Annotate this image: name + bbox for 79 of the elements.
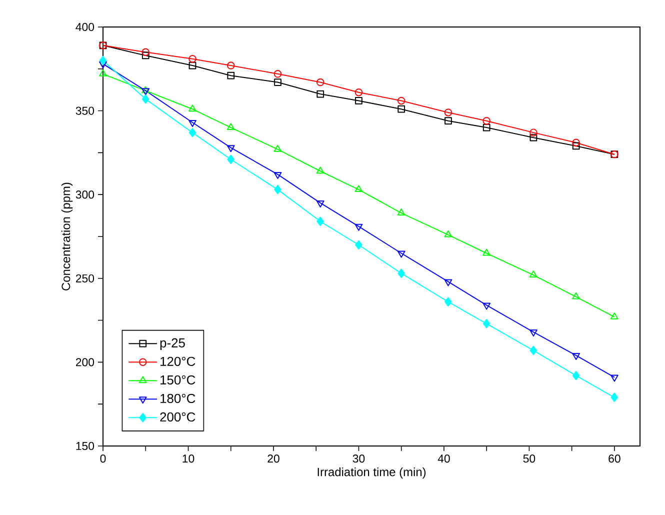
point xyxy=(354,88,363,96)
point xyxy=(572,292,580,300)
point xyxy=(274,184,282,194)
point xyxy=(226,62,235,70)
point xyxy=(354,224,363,231)
point xyxy=(482,124,490,132)
point xyxy=(142,94,150,104)
point xyxy=(444,230,452,238)
point xyxy=(572,352,580,360)
point xyxy=(444,279,452,286)
x-tick-label: 20 xyxy=(268,454,280,463)
point xyxy=(482,248,491,256)
point xyxy=(188,128,196,138)
point xyxy=(226,145,235,152)
point xyxy=(530,330,538,337)
point xyxy=(530,134,538,142)
point xyxy=(274,78,282,86)
point xyxy=(316,200,324,208)
x-axis-title: Irradiation time (min) xyxy=(318,467,426,479)
y-tick-label: 150 xyxy=(76,442,94,450)
point xyxy=(610,312,618,320)
point xyxy=(227,154,234,164)
y-tick-label: 300 xyxy=(76,190,94,199)
point xyxy=(274,144,282,152)
point xyxy=(398,268,405,278)
point xyxy=(572,138,580,147)
x-tick-label: 0 xyxy=(100,454,106,463)
point xyxy=(188,62,196,70)
y-tick-label: 250 xyxy=(76,274,94,282)
point xyxy=(226,123,235,130)
point xyxy=(482,318,490,328)
point xyxy=(397,250,406,258)
legend-label: 200°C xyxy=(160,412,196,422)
x-tick-label: 10 xyxy=(182,454,194,463)
point xyxy=(316,78,324,86)
point xyxy=(316,166,324,174)
point xyxy=(444,297,452,307)
point xyxy=(316,216,324,226)
point xyxy=(530,346,538,356)
x-tick-label: 40 xyxy=(438,454,450,463)
point xyxy=(444,108,452,116)
point xyxy=(398,105,406,113)
point xyxy=(355,240,362,250)
point xyxy=(572,142,580,150)
point xyxy=(99,69,107,76)
point xyxy=(572,370,580,380)
point xyxy=(444,117,452,125)
point xyxy=(142,48,150,56)
point xyxy=(316,90,324,98)
y-axis-title: Concentration (ppm) xyxy=(61,182,73,290)
point xyxy=(610,392,618,402)
point xyxy=(530,128,538,136)
legend-label: 150°C xyxy=(160,375,196,385)
point xyxy=(99,61,107,68)
point xyxy=(274,70,282,78)
point xyxy=(274,172,282,179)
point xyxy=(530,270,538,278)
point xyxy=(354,185,363,192)
point xyxy=(355,97,362,104)
point xyxy=(188,120,196,128)
point xyxy=(482,302,491,310)
point xyxy=(188,54,196,63)
point xyxy=(397,208,406,216)
y-tick-label: 350 xyxy=(76,106,94,115)
point xyxy=(227,72,235,80)
x-tick-label: 30 xyxy=(352,454,365,463)
y-tick-label: 400 xyxy=(76,22,94,32)
point xyxy=(99,56,107,66)
point xyxy=(482,116,490,125)
legend-label: 120°C xyxy=(160,356,196,366)
point xyxy=(397,96,406,105)
x-tick-label: 60 xyxy=(608,454,620,463)
x-tick-label: 50 xyxy=(523,454,536,463)
point xyxy=(142,52,150,60)
legend-label: p-25 xyxy=(160,338,185,350)
y-tick-label: 200 xyxy=(76,358,94,366)
legend-label: 180°C xyxy=(160,394,196,404)
point xyxy=(610,374,618,382)
point xyxy=(188,104,196,112)
